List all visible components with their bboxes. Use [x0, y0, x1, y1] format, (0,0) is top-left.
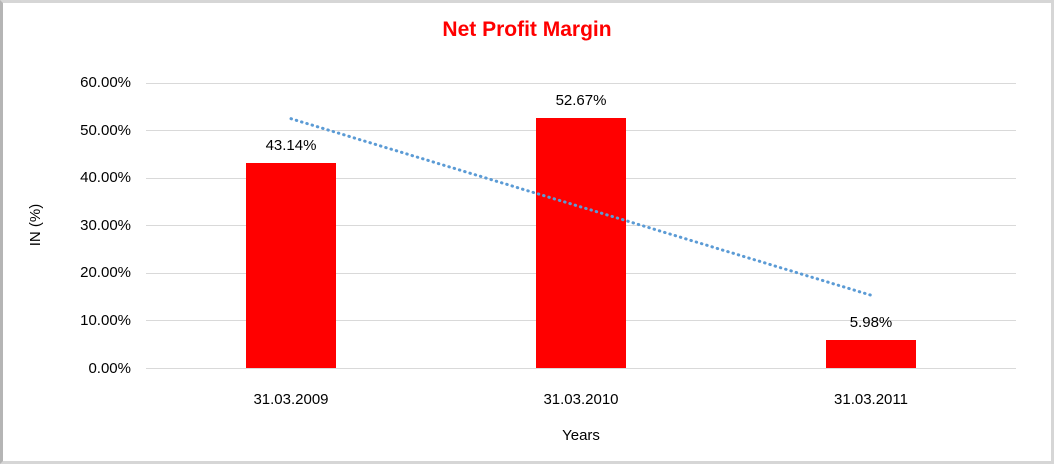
y-tick-label: 0.00% [88, 359, 131, 377]
gridline [146, 368, 1016, 369]
y-tick-label: 40.00% [80, 169, 131, 187]
chart-title: Net Profit Margin [442, 18, 612, 41]
x-axis-title: Years [562, 427, 600, 444]
bar-value-label: 52.67% [555, 91, 607, 109]
x-tick-label: 31.03.2010 [543, 391, 619, 408]
bar [826, 340, 916, 369]
bar [536, 117, 626, 369]
y-tick-label: 50.00% [80, 121, 131, 139]
gridline [146, 82, 1016, 84]
y-tick-label: 60.00% [80, 74, 131, 91]
bar-value-label: 5.98% [849, 314, 893, 332]
bar [246, 163, 336, 369]
x-tick-label: 31.03.2011 [834, 391, 908, 408]
y-tick-label: 20.00% [80, 264, 131, 282]
y-tick-label: 30.00% [80, 216, 131, 234]
bar-value-label: 43.14% [265, 137, 317, 155]
x-tick-label: 31.03.2009 [253, 391, 329, 408]
y-tick-label: 10.00% [80, 311, 131, 329]
